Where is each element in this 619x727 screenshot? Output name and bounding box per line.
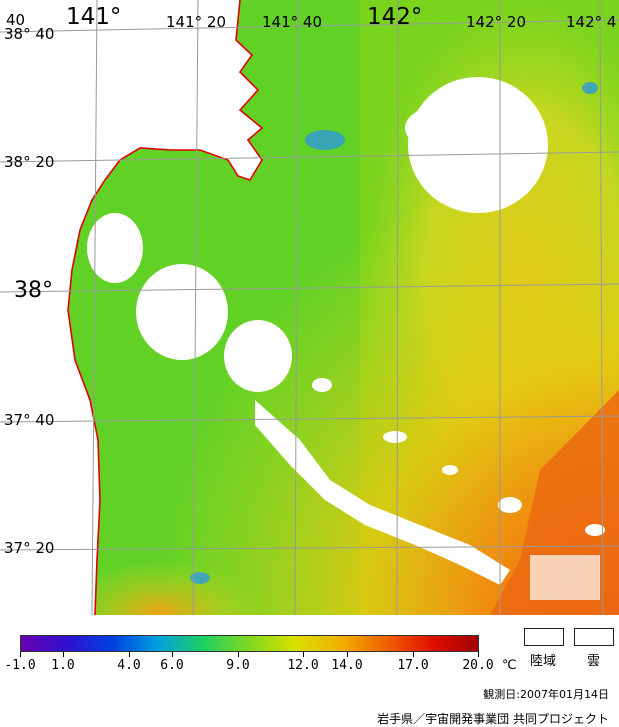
map-canvas (0, 0, 619, 615)
colorbar-tick (303, 652, 304, 657)
lon-label: 142° 20 (466, 13, 526, 31)
colorbar-tick (347, 652, 348, 657)
cloud (87, 213, 143, 283)
grid-line (396, 0, 399, 615)
grid-line (0, 545, 619, 551)
cold-spot (582, 82, 598, 94)
colorbar-tick (172, 652, 173, 657)
lat-label: 37° 40 (4, 411, 55, 429)
lon-label: 141° (66, 4, 122, 30)
colorbar-tick-label: 4.0 (117, 658, 141, 673)
lon-label: 141° 40 (262, 13, 322, 31)
unit-label: ℃ (502, 658, 517, 673)
cloud-masks (87, 77, 605, 600)
cloud (312, 378, 332, 392)
lon-label: 142° 4 (566, 13, 617, 31)
colorbar-tick (20, 652, 21, 657)
colorbar (20, 635, 479, 652)
lat-label: 38° 20 (4, 153, 55, 171)
colorbar-tick-label: 14.0 (331, 658, 363, 673)
colorbar-tick-label: 1.0 (51, 658, 75, 673)
colorbar-tick-label: 17.0 (397, 658, 429, 673)
cloud (442, 465, 458, 475)
colorbar-tick-label: 6.0 (160, 658, 184, 673)
cold-spot (190, 572, 210, 584)
grid-line (294, 0, 299, 615)
colorbar-tick (129, 652, 130, 657)
grid-line (599, 0, 604, 615)
cloud-band (255, 400, 510, 585)
grid-line (0, 283, 619, 293)
cloud-swatch (574, 628, 614, 646)
lat-label: 37° 20 (4, 539, 55, 557)
observation-date: 観測日:2007年01月14日 (483, 688, 609, 701)
cloud-label: 雲 (587, 654, 601, 669)
credit-text: 岩手県／宇宙開発事業団 共同プロジェクト (377, 712, 609, 726)
cloud (498, 497, 522, 513)
land-label: 陸域 (530, 654, 557, 669)
cloud (405, 106, 475, 150)
colorbar-tick (413, 652, 414, 657)
lon-label: 40 (6, 11, 26, 29)
grid-line (192, 0, 199, 615)
colorbar-tick-label: 20.0 (462, 658, 494, 673)
colorbar-tick (238, 652, 239, 657)
lon-label: 142° (367, 4, 423, 30)
colorbar-tick-label: 12.0 (287, 658, 319, 673)
cloud (530, 555, 600, 600)
land-swatch (524, 628, 564, 646)
colorbar-tick (63, 652, 64, 657)
cloud (136, 264, 228, 360)
lat-label: 38° 40 (4, 25, 55, 43)
lon-label: 141° 20 (166, 13, 226, 31)
cloud (585, 524, 605, 536)
colorbar-tick-label: 9.0 (226, 658, 250, 673)
grid-line (91, 0, 98, 615)
grid-line (0, 151, 619, 163)
grid-line (0, 415, 619, 423)
cloud (224, 320, 292, 392)
grid-line (0, 19, 619, 33)
sst-map: 40 141° 141° 20 141° 40 142° 142° 20 142… (0, 0, 619, 615)
coastline (67, 0, 264, 615)
colorbar-tick (478, 652, 479, 657)
cloud (383, 431, 407, 443)
graticule (0, 0, 619, 615)
cold-spot (305, 130, 345, 150)
land-area (0, 0, 262, 615)
colorbar-tick-label: -1.0 (4, 658, 36, 673)
lat-label: 38° (14, 278, 53, 303)
